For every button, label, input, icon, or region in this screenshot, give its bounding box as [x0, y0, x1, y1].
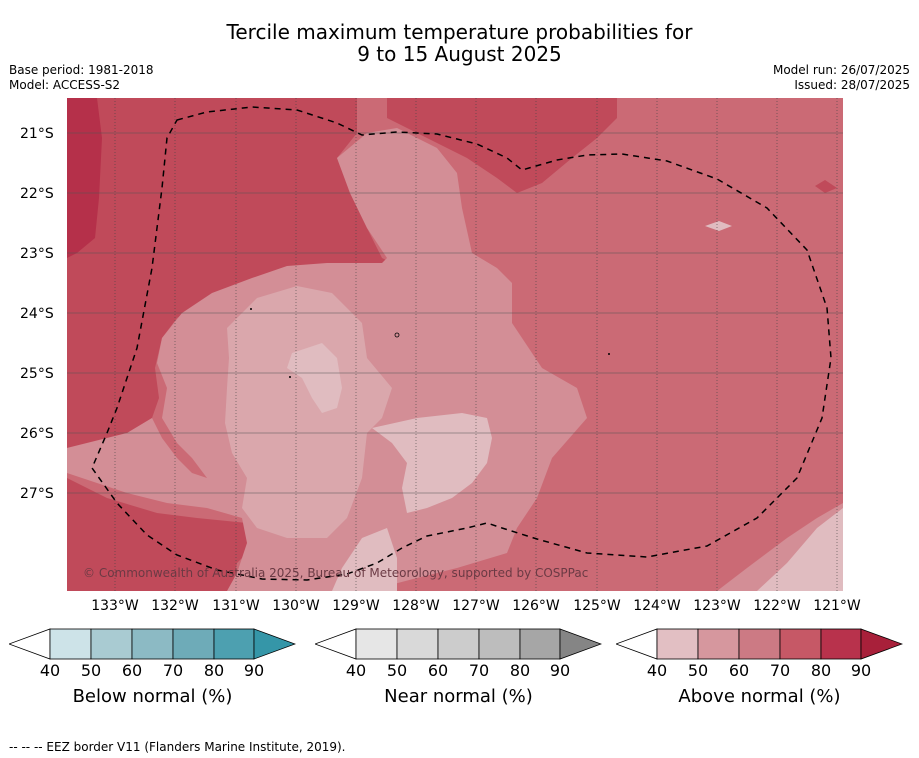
colorbar-above-ticks: 40 50 60 70 80 90	[616, 661, 903, 681]
region-above-90-west	[67, 98, 102, 258]
lon-label-132w: 132°W	[151, 598, 199, 614]
colorbar-tick: 50	[687, 661, 709, 680]
eez-footnote: -- -- -- EEZ border V11 (Flanders Marine…	[9, 740, 346, 754]
lat-label-24s: 24°S	[20, 306, 54, 322]
map-title-line-2: 9 to 15 August 2025	[357, 42, 562, 66]
island-marker	[289, 376, 291, 378]
lon-label-122w: 122°W	[753, 598, 801, 614]
map-canvas	[67, 98, 843, 591]
region-above-50-center	[372, 413, 492, 513]
region-above-50-south	[332, 528, 397, 591]
meta-left: Base period: 1981-2018 Model: ACCESS-S2	[9, 63, 154, 93]
colorbar-tick: 90	[850, 661, 872, 680]
lon-label-127w: 127°W	[452, 598, 500, 614]
probability-map: © Commonwealth of Australia 2025, Bureau…	[67, 98, 843, 591]
model-label: Model: ACCESS-S2	[9, 78, 121, 92]
colorbar-tick: 90	[243, 661, 265, 680]
colorbar-tick: 70	[162, 661, 184, 680]
lat-label-23s: 23°S	[20, 246, 54, 262]
base-period-label: Base period: 1981-2018	[9, 63, 154, 77]
region-above-80-southwest	[67, 478, 257, 591]
lon-label-121w: 121°W	[813, 598, 861, 614]
lat-label-27s: 27°S	[20, 486, 54, 502]
model-run-label: Model run: 26/07/2025	[772, 63, 910, 77]
lat-label-26s: 26°S	[20, 426, 54, 442]
colorbar-near-title: Near normal (%)	[384, 686, 533, 707]
lon-label-125w: 125°W	[573, 598, 621, 614]
region-above-50-inner	[225, 286, 392, 538]
colorbar-tick: 70	[769, 661, 791, 680]
colorbar-near-ticks: 40 50 60 70 80 90	[315, 661, 602, 681]
region-above-80-spot	[107, 388, 127, 398]
colorbar-tick: 50	[80, 661, 102, 680]
region-above-60-west	[67, 418, 207, 508]
meta-right: Model run: 26/07/2025 Issued: 28/07/2025	[773, 63, 910, 93]
lon-label-129w: 129°W	[332, 598, 380, 614]
colorbar-tick: 40	[39, 661, 61, 680]
colorbar-tick: 60	[121, 661, 143, 680]
colorbar-below-swatches	[9, 628, 296, 660]
region-above-80-east-spot	[815, 180, 837, 193]
copyright-label: © Commonwealth of Australia 2025, Bureau…	[83, 566, 589, 580]
colorbar-above-title: Above normal (%)	[678, 686, 841, 707]
lat-label-22s: 22°S	[20, 186, 54, 202]
region-above-80-west	[67, 98, 402, 448]
colorbar-near-swatches	[315, 628, 602, 660]
eez-border	[91, 106, 832, 581]
lon-label-131w: 131°W	[212, 598, 260, 614]
colorbar-above-swatches	[616, 628, 903, 660]
region-above-50-southeast	[757, 508, 843, 591]
longitude-gridlines	[114, 98, 838, 591]
lon-label-128w: 128°W	[392, 598, 440, 614]
island-marker	[608, 353, 610, 355]
colorbar-tick: 80	[203, 661, 225, 680]
colorbar-tick: 40	[646, 661, 668, 680]
issued-label: Issued: 28/07/2025	[794, 78, 910, 92]
island-marker	[394, 332, 400, 338]
island-marker	[250, 308, 252, 310]
map-title-line-1: Tercile maximum temperature probabilitie…	[226, 20, 693, 44]
lon-label-123w: 123°W	[693, 598, 741, 614]
colorbar-tick: 60	[728, 661, 750, 680]
colorbar-tick: 60	[427, 661, 449, 680]
latitude-gridlines	[67, 132, 843, 494]
colorbar-tick: 90	[549, 661, 571, 680]
region-above-50-north-spot	[287, 343, 342, 413]
region-above-80-north	[387, 98, 617, 193]
lon-label-133w: 133°W	[91, 598, 139, 614]
lon-label-126w: 126°W	[512, 598, 560, 614]
colorbar-tick: 80	[509, 661, 531, 680]
colorbar-below-ticks: 40 50 60 70 80 90	[9, 661, 296, 681]
colorbar-tick: 80	[810, 661, 832, 680]
lat-label-25s: 25°S	[20, 366, 54, 382]
colorbar-tick: 50	[386, 661, 408, 680]
colorbar-tick: 70	[468, 661, 490, 680]
lon-label-124w: 124°W	[633, 598, 681, 614]
lat-label-21s: 21°S	[20, 126, 54, 142]
colorbar-tick: 40	[345, 661, 367, 680]
region-above-50-east-spot	[705, 221, 732, 231]
colorbar-below-title: Below normal (%)	[72, 686, 233, 707]
lon-label-130w: 130°W	[272, 598, 320, 614]
